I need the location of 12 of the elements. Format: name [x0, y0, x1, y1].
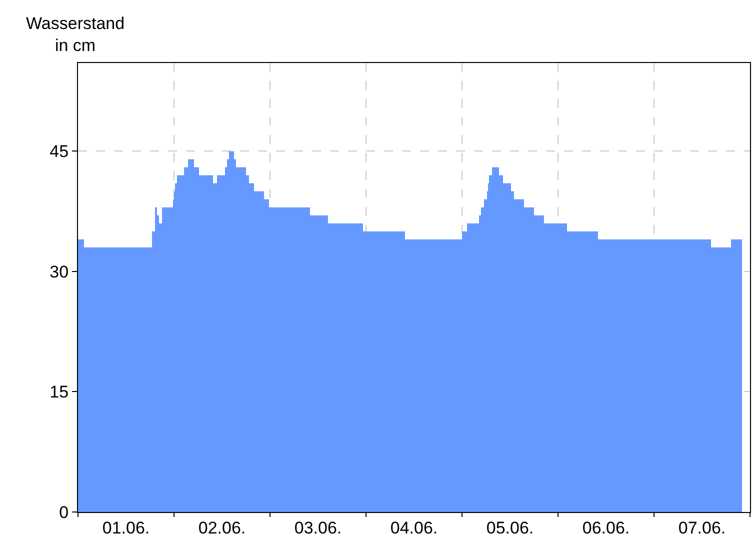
x-tick-label: 06.06.: [582, 518, 630, 538]
y-axis-title: Wasserstand in cm: [26, 14, 125, 56]
x-tick-label: 07.06.: [678, 518, 726, 538]
x-tick-label: 05.06.: [486, 518, 534, 538]
y-tick-label: 45: [50, 142, 69, 162]
y-tick-label: 15: [50, 382, 69, 402]
x-tick-label: 03.06.: [294, 518, 342, 538]
y-tick-label: 0: [59, 502, 69, 522]
x-tick-label: 04.06.: [390, 518, 438, 538]
x-tick-label: 02.06.: [198, 518, 246, 538]
x-tick-label: 01.06.: [102, 518, 150, 538]
y-tick-label: 30: [50, 262, 69, 282]
